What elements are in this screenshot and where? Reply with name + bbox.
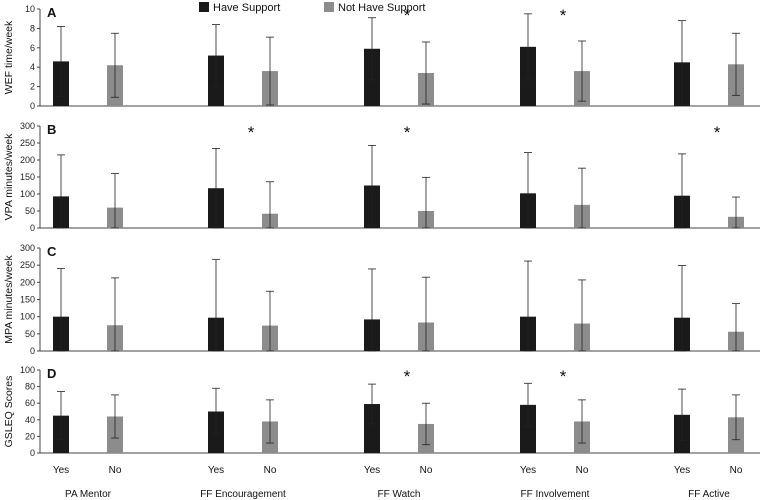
y-tick-label: 50 [25, 206, 35, 216]
y-tick-label: 150 [20, 295, 35, 305]
panel-c: 0 50 100 150 200 250 300 MPA minutes/week C [3, 243, 760, 356]
y-tick-label: 100 [20, 365, 35, 375]
significance-asterisk: * [560, 367, 567, 386]
category-label: FF Watch [378, 489, 421, 500]
y-tick-label: 10 [25, 4, 35, 14]
y-tick-label: 0 [30, 346, 35, 356]
legend-swatch-not-have-support [324, 2, 334, 12]
yes-label: Yes [364, 465, 380, 476]
y-axis-title: MPA minutes/week [3, 255, 15, 344]
yes-label: Yes [53, 465, 69, 476]
y-tick-label: 6 [30, 43, 35, 53]
y-tick-label: 250 [20, 260, 35, 270]
x-axis-labels: Yes No PA Mentor Yes No FF Encouragement Yes No… [53, 465, 743, 500]
significance-asterisk: * [404, 123, 411, 142]
panel-letter: D [47, 366, 56, 381]
y-tick-label: 100 [20, 312, 35, 322]
no-label: No [420, 465, 433, 476]
y-tick-label: 200 [20, 155, 35, 165]
no-label: No [264, 465, 277, 476]
panel-letter: C [47, 244, 57, 259]
yes-label: Yes [520, 465, 536, 476]
y-tick-label: 20 [25, 431, 35, 441]
yes-label: Yes [674, 465, 690, 476]
y-tick-label: 250 [20, 138, 35, 148]
y-tick-label: 100 [20, 189, 35, 199]
y-axis-title: WEF time/week [3, 20, 15, 94]
y-tick-label: 60 [25, 398, 35, 408]
y-tick-label: 200 [20, 277, 35, 287]
category-label: PA Mentor [65, 489, 112, 500]
y-tick-label: 40 [25, 415, 35, 425]
panel-d: 0 20 40 60 80 100 GSLEQ Scores D * * [3, 365, 760, 458]
legend-swatch-have-support [199, 2, 209, 12]
panel-letter: A [47, 5, 57, 20]
legend-label-not-have-support: Not Have Support [338, 2, 425, 14]
y-tick-label: 0 [30, 223, 35, 233]
panel-b: 0 50 100 150 200 250 300 VPA minutes/week B * * * [3, 121, 760, 233]
no-label: No [576, 465, 589, 476]
y-tick-label: 150 [20, 172, 35, 182]
y-axis-title: VPA minutes/week [3, 133, 15, 221]
y-tick-label: 4 [30, 62, 35, 72]
yes-label: Yes [208, 465, 224, 476]
y-tick-label: 300 [20, 243, 35, 253]
y-tick-label: 80 [25, 382, 35, 392]
no-label: No [730, 465, 743, 476]
panel-a: 0 2 4 6 8 10 WEF time/week A * * [3, 4, 760, 111]
y-tick-label: 300 [20, 121, 35, 131]
significance-asterisk: * [248, 123, 255, 142]
legend: Have Support Not Have Support [199, 2, 425, 14]
legend-label-have-support: Have Support [213, 2, 280, 14]
significance-asterisk: * [404, 367, 411, 386]
significance-asterisk: * [404, 6, 411, 25]
y-tick-label: 50 [25, 329, 35, 339]
panel-letter: B [47, 122, 56, 137]
category-label: FF Encouragement [200, 489, 286, 500]
category-label: FF Active [688, 489, 730, 500]
significance-asterisk: * [714, 123, 721, 142]
y-tick-label: 2 [30, 82, 35, 92]
y-tick-label: 0 [30, 101, 35, 111]
bar-have-support [364, 404, 380, 453]
significance-asterisk: * [560, 6, 567, 25]
category-label: FF Involvement [521, 489, 590, 500]
no-label: No [109, 465, 122, 476]
y-tick-label: 8 [30, 23, 35, 33]
y-tick-label: 0 [30, 448, 35, 458]
bar-have-support [520, 404, 536, 453]
y-axis-title: GSLEQ Scores [3, 376, 15, 448]
